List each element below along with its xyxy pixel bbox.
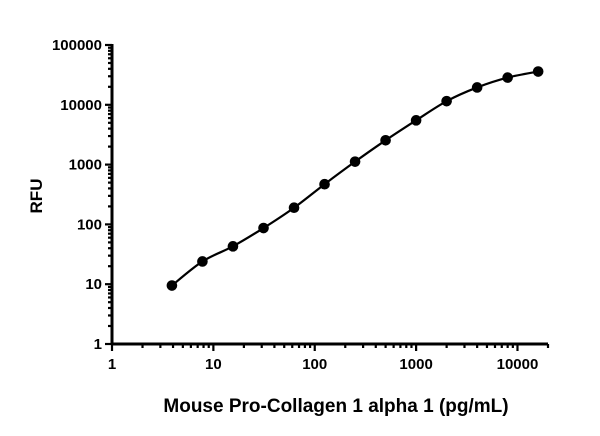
y-tick-label: 10000	[60, 97, 102, 114]
data-point	[197, 256, 208, 267]
data-point	[288, 202, 300, 214]
data-point	[502, 72, 513, 83]
fit-curve-group	[171, 70, 539, 287]
y-tick-label: 1	[94, 336, 102, 353]
data-point	[258, 222, 269, 234]
data-point	[349, 156, 361, 167]
y-tick-label: 100000	[52, 37, 102, 54]
axes	[110, 44, 548, 346]
x-axis-title: Mouse Pro-Collagen 1 alpha 1 (pg/mL)	[163, 396, 508, 417]
axis-ticks: 1 10 100 1000 10000 100000 1 10 100 1000 10000	[52, 37, 550, 373]
y-tick-label: 1000	[69, 157, 102, 174]
fit-curve	[171, 70, 539, 287]
y-tick-label: 10	[85, 276, 102, 293]
data-point	[532, 66, 544, 77]
data-point	[471, 82, 483, 93]
x-tick-label: 1000	[399, 356, 432, 373]
data-point	[166, 280, 178, 291]
y-tick-label: 100	[77, 216, 102, 233]
data-point	[319, 178, 330, 190]
data-point	[380, 134, 391, 146]
data-point	[441, 95, 452, 107]
x-tick-label: 10	[205, 356, 222, 373]
x-tick-label: 1	[108, 356, 116, 373]
x-tick-label: 10000	[497, 356, 539, 373]
x-tick-label: 100	[302, 356, 327, 373]
data-point	[410, 115, 422, 126]
data-points	[166, 66, 544, 291]
y-axis-title: RFU	[27, 179, 46, 214]
data-point	[227, 241, 239, 252]
